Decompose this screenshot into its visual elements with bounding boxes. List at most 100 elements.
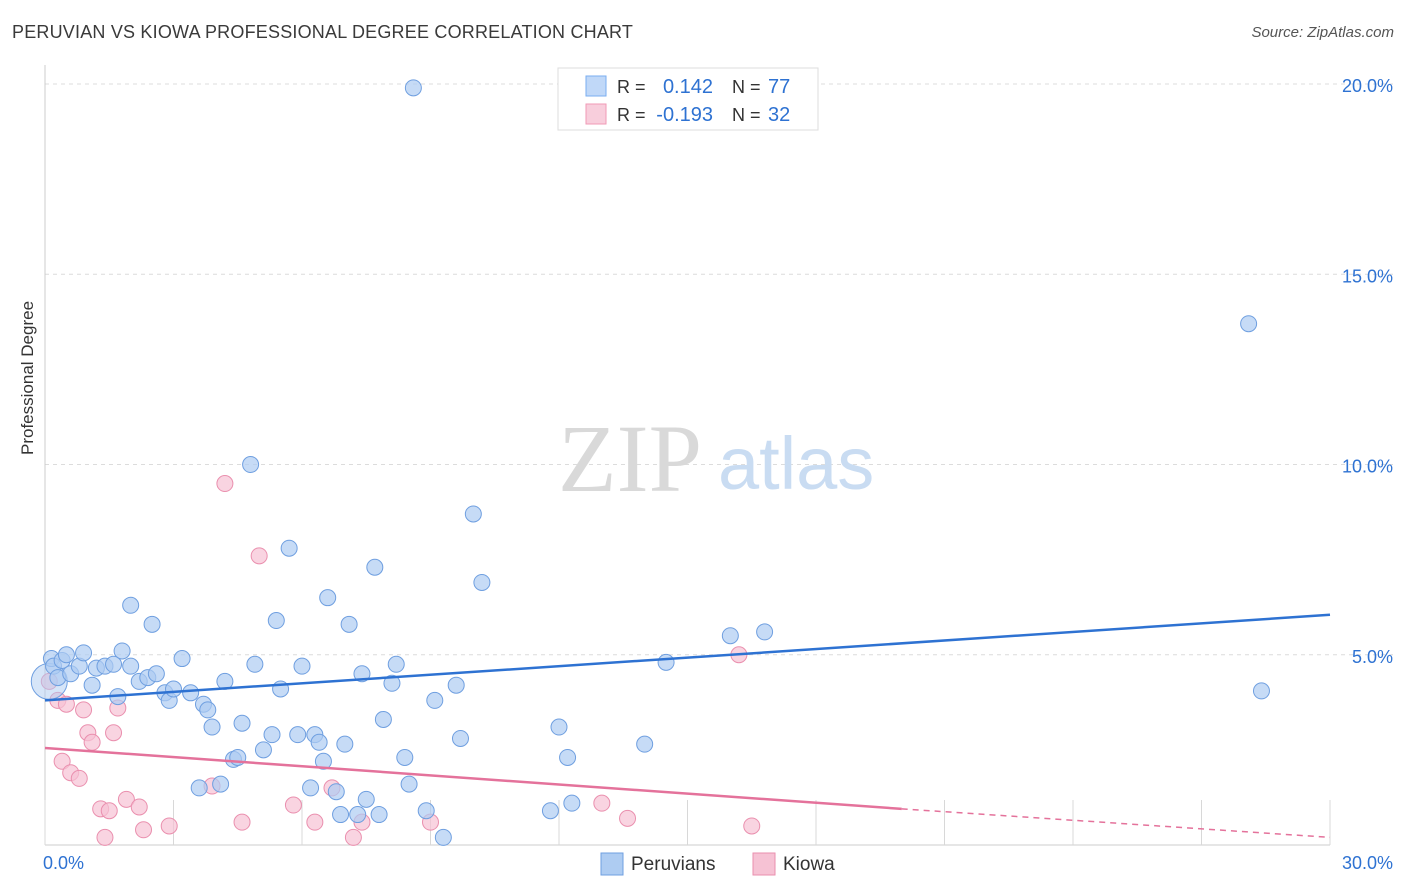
series-legend-swatch [600,852,624,876]
peruvian-point [417,802,435,820]
peruvian-point [122,657,140,675]
peruvian-point [426,691,444,709]
peruvian-point [212,775,230,793]
peruvian-point [293,657,311,675]
y-tick-label: 10.0% [1342,457,1393,477]
peruvian-point [190,779,208,797]
series-legend: Peruvians Kiowa [600,852,835,876]
peruvian-point [113,642,131,660]
stats-n-label: N = [732,77,761,97]
peruvian-point [447,676,465,694]
peruvian-point [280,539,298,557]
peruvian-point [289,726,307,744]
x-tick-label: 30.0% [1342,853,1393,873]
kiowa-point [135,821,153,839]
stats-legend: R = 0.142 N = 77 R = -0.193 N = 32 [557,67,819,131]
stats-legend-swatch [585,103,607,125]
kiowa-point [130,798,148,816]
peruvian-point [336,735,354,753]
peruvian-point [254,741,272,759]
peruvian-point [396,748,414,766]
chart-title: PERUVIAN VS KIOWA PROFESSIONAL DEGREE CO… [12,22,634,42]
peruvian-points [30,79,1270,846]
peruvian-point [75,644,93,662]
stats-r-value: -0.193 [656,104,713,126]
kiowa-point [100,802,118,820]
kiowa-point [117,790,135,808]
kiowa-point [284,796,302,814]
stats-r-value: 0.142 [663,76,713,98]
gridlines [45,83,1395,656]
kiowa-point [96,828,114,846]
peruvian-point [756,623,774,641]
trend-lines [44,613,1331,839]
series-legend-swatch [752,852,776,876]
kiowa-point [53,752,71,770]
peruvian-point [242,456,260,474]
y-tick-label: 20.0% [1342,76,1393,96]
kiowa-point [250,547,268,565]
peruvian-point [473,573,491,591]
peruvian-point [327,783,345,801]
stats-n-value: 32 [768,104,790,126]
peruvian-point [541,802,559,820]
peruvian-point [374,710,392,728]
kiowa-point [216,475,234,493]
peruvian-trend-line [44,613,1331,702]
kiowa-point [344,828,362,846]
peruvian-point [182,684,200,702]
watermark: ZIP atlas [558,405,874,512]
peruvian-point [357,790,375,808]
stats-r-label: R = [617,77,646,97]
peruvian-point [370,806,388,824]
peruvian-point [57,646,75,664]
peruvian-point [349,806,367,824]
peruvian-point [83,676,101,694]
kiowa-point [619,809,637,827]
kiowa-point [75,701,93,719]
peruvian-point [451,729,469,747]
kiowa-point [593,794,611,812]
kiowa-point [83,733,101,751]
stats-n-value: 77 [768,76,790,98]
peruvian-point [246,655,264,673]
stats-r-label: R = [617,105,646,125]
peruvian-point [721,627,739,645]
peruvian-point [636,735,654,753]
peruvian-point [267,612,285,630]
stats-legend-swatch [585,75,607,97]
kiowa-point [743,817,761,835]
peruvian-point [400,775,418,793]
peruvian-point [434,828,452,846]
kiowa-trend-line [44,746,902,811]
peruvian-point [559,748,577,766]
source-label: Source: ZipAtlas.com [1251,24,1394,41]
peruvian-point [319,589,337,607]
peruvian-point [263,726,281,744]
peruvian-point [340,615,358,633]
peruvian-point [464,505,482,523]
watermark-atlas: atlas [718,422,874,505]
peruvian-point [199,701,217,719]
peruvian-point [302,779,320,797]
peruvian-point [173,650,191,668]
peruvian-point [143,615,161,633]
peruvian-point [203,718,221,736]
tick-labels: 5.0% 10.0% 15.0% 20.0% 0.0% 30.0% [43,76,1393,873]
y-tick-label: 5.0% [1352,647,1393,667]
peruvian-point [387,655,405,673]
peruvian-point [657,653,675,671]
peruvian-point [233,714,251,732]
kiowa-point [160,817,178,835]
peruvian-point [310,733,328,751]
kiowa-point [70,769,88,787]
kiowa-point [233,813,251,831]
peruvian-point [383,674,401,692]
watermark-zip: ZIP [558,405,702,512]
peruvian-point [147,665,165,683]
peruvian-point [165,680,182,698]
peruvian-point [1240,315,1258,333]
kiowa-point [306,813,324,831]
peruvian-point [366,558,384,576]
